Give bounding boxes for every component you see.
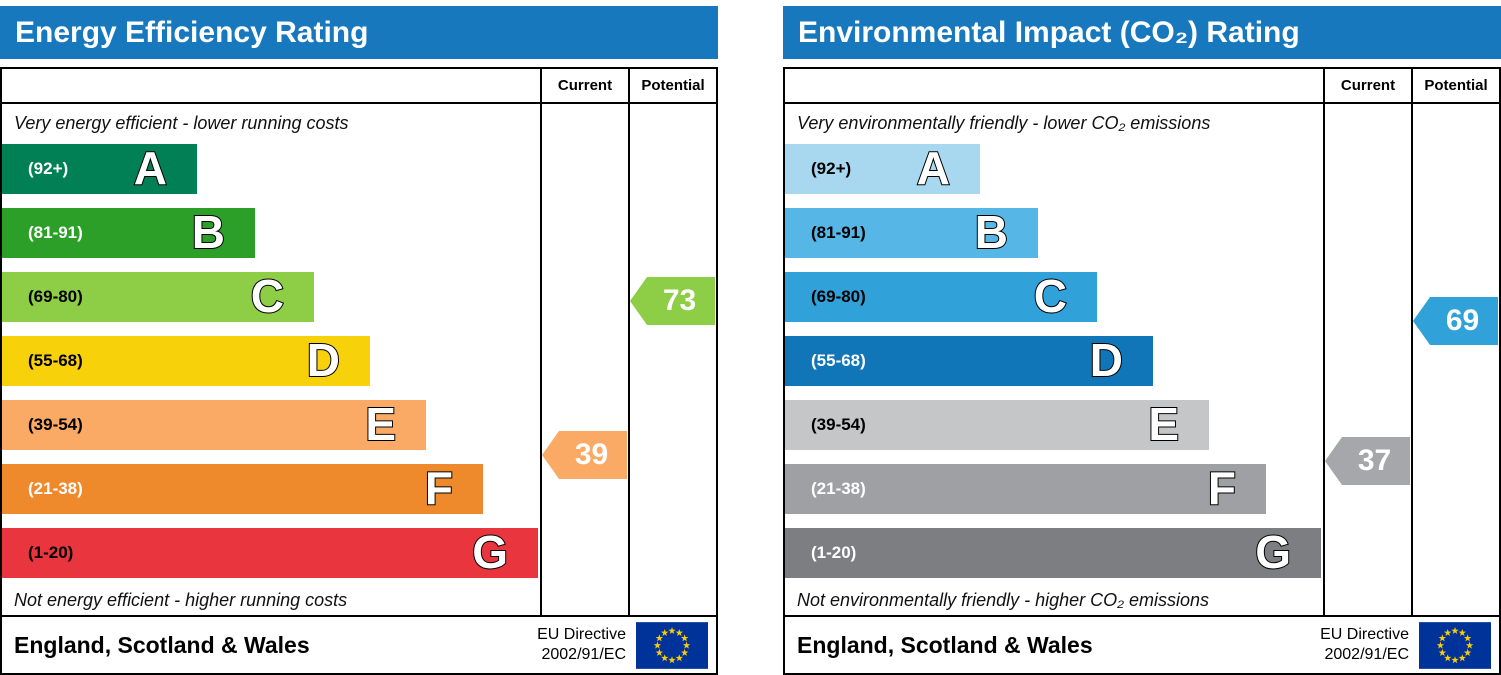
current-rating-arrow: 37 xyxy=(1325,437,1410,485)
band-row: (21-38) F xyxy=(2,457,540,521)
environmental-impact-title: Environmental Impact (CO₂) Rating xyxy=(783,6,1501,59)
band-c: (69-80) C xyxy=(2,272,314,322)
band-e: (39-54) E xyxy=(785,400,1209,450)
environmental-impact-chart: Current Potential Very environmentally f… xyxy=(783,67,1501,675)
band-a: (92+) A xyxy=(785,144,980,194)
band-letter: D xyxy=(306,334,341,387)
chart-footer: England, Scotland & Wales EU Directive 2… xyxy=(785,615,1499,673)
eu-flag-icon xyxy=(636,621,708,669)
band-row: (39-54) E xyxy=(2,393,540,457)
current-column-header: Current xyxy=(557,77,613,94)
band-range: (81-91) xyxy=(811,223,866,242)
band-b: (81-91) B xyxy=(785,208,1038,258)
band-letter: E xyxy=(1147,398,1180,451)
band-range: (81-91) xyxy=(28,223,83,242)
band-c: (69-80) C xyxy=(785,272,1097,322)
band-row: (1-20) G xyxy=(785,521,1323,585)
bottom-caption: Not energy efficient - higher running co… xyxy=(14,590,348,610)
potential-column-divider xyxy=(1411,69,1413,615)
potential-rating-arrow: 73 xyxy=(630,277,715,325)
potential-column-header: Potential xyxy=(641,77,705,94)
current-column-header: Current xyxy=(1340,77,1396,94)
eu-directive-line1: EU Directive xyxy=(537,626,626,643)
band-range: (92+) xyxy=(811,159,852,178)
band-range: (55-68) xyxy=(28,351,83,370)
band-letter: F xyxy=(424,462,454,515)
band-range: (55-68) xyxy=(811,351,866,370)
eu-directive-line1: EU Directive xyxy=(1320,626,1409,643)
potential-column-header: Potential xyxy=(1424,77,1488,94)
band-row: (69-80) C xyxy=(785,265,1323,329)
bottom-caption: Not environmentally friendly - higher CO… xyxy=(797,590,1210,610)
potential-rating-value: 69 xyxy=(1445,304,1480,337)
band-letter: G xyxy=(1254,526,1292,579)
band-row: (81-91) B xyxy=(785,201,1323,265)
band-row: (92+) A xyxy=(2,137,540,201)
rating-bands: (92+) A (81-91) B (69-80) C (55-68) xyxy=(2,137,540,585)
band-range: (69-80) xyxy=(811,287,866,306)
band-a: (92+) A xyxy=(2,144,197,194)
band-letter: C xyxy=(1033,270,1068,323)
energy-efficiency-title: Energy Efficiency Rating xyxy=(0,6,718,59)
band-letter: B xyxy=(974,206,1009,259)
band-f: (21-38) F xyxy=(785,464,1266,514)
band-letter: G xyxy=(471,526,509,579)
current-rating-value: 37 xyxy=(1357,444,1392,477)
band-g: (1-20) G xyxy=(785,528,1321,578)
band-row: (92+) A xyxy=(785,137,1323,201)
eu-directive-label: EU Directive 2002/91/EC xyxy=(1320,625,1409,665)
eu-flag-icon xyxy=(1419,621,1491,669)
band-row: (39-54) E xyxy=(785,393,1323,457)
band-range: (1-20) xyxy=(28,543,74,562)
band-letter: D xyxy=(1089,334,1124,387)
band-f: (21-38) F xyxy=(2,464,483,514)
header-divider xyxy=(2,102,716,104)
band-letter: F xyxy=(1207,462,1237,515)
energy-efficiency-panel: Energy Efficiency Rating Current Potenti… xyxy=(0,0,718,675)
top-caption: Very environmentally friendly - lower CO… xyxy=(797,113,1211,133)
band-row: (1-20) G xyxy=(2,521,540,585)
band-row: (55-68) D xyxy=(785,329,1323,393)
eu-directive-line2: 2002/91/EC xyxy=(1324,646,1409,663)
potential-column-divider xyxy=(628,69,630,615)
current-column-divider xyxy=(1323,69,1325,615)
band-e: (39-54) E xyxy=(2,400,426,450)
band-range: (21-38) xyxy=(811,479,866,498)
header-divider xyxy=(785,102,1499,104)
potential-rating-arrow: 69 xyxy=(1413,297,1498,345)
band-row: (55-68) D xyxy=(2,329,540,393)
current-rating-arrow: 39 xyxy=(542,431,627,479)
band-range: (21-38) xyxy=(28,479,83,498)
band-letter: B xyxy=(191,206,226,259)
band-d: (55-68) D xyxy=(785,336,1153,386)
band-letter: E xyxy=(364,398,397,451)
band-letter: A xyxy=(133,142,168,195)
band-row: (21-38) F xyxy=(785,457,1323,521)
eu-directive-line2: 2002/91/EC xyxy=(541,646,626,663)
current-rating-value: 39 xyxy=(574,438,609,471)
region-label: England, Scotland & Wales xyxy=(14,631,310,658)
chart-footer: England, Scotland & Wales EU Directive 2… xyxy=(2,615,716,673)
band-d: (55-68) D xyxy=(2,336,370,386)
band-row: (81-91) B xyxy=(2,201,540,265)
band-range: (1-20) xyxy=(811,543,857,562)
band-letter: C xyxy=(250,270,285,323)
band-g: (1-20) G xyxy=(2,528,538,578)
band-range: (69-80) xyxy=(28,287,83,306)
current-column-divider xyxy=(540,69,542,615)
band-b: (81-91) B xyxy=(2,208,255,258)
band-range: (39-54) xyxy=(811,415,866,434)
top-caption: Very energy efficient - lower running co… xyxy=(14,113,349,133)
band-range: (39-54) xyxy=(28,415,83,434)
eu-directive-label: EU Directive 2002/91/EC xyxy=(537,625,626,665)
rating-bands: (92+) A (81-91) B (69-80) C (55-68) xyxy=(785,137,1323,585)
energy-efficiency-chart: Current Potential Very energy efficient … xyxy=(0,67,718,675)
region-label: England, Scotland & Wales xyxy=(797,631,1093,658)
environmental-impact-panel: Environmental Impact (CO₂) Rating Curren… xyxy=(783,0,1501,675)
potential-rating-value: 73 xyxy=(662,284,697,317)
band-row: (69-80) C xyxy=(2,265,540,329)
band-range: (92+) xyxy=(28,159,69,178)
band-letter: A xyxy=(916,142,951,195)
